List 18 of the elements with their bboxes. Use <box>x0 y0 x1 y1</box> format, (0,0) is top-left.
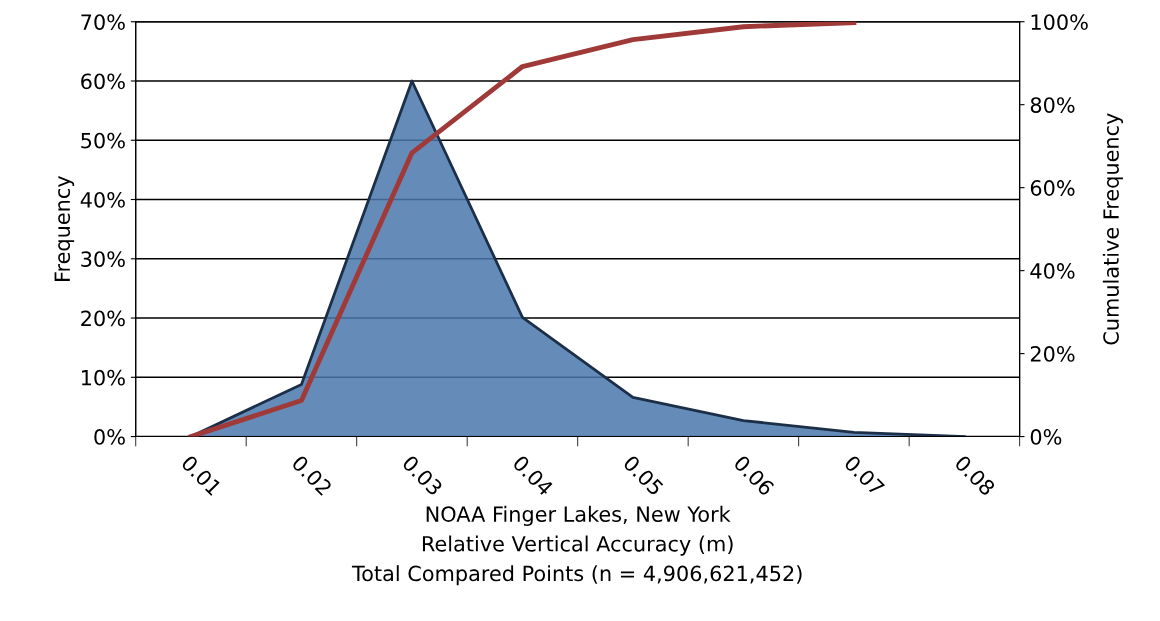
line-series <box>188 21 857 437</box>
y2-tick-label: 100% <box>1031 14 1088 30</box>
y2-axis-title: Cumulative Frequency <box>1102 113 1123 345</box>
y-tick-label: 0% <box>94 429 125 445</box>
x-axis-title: NOAA Finger Lakes, New York Relative Vertical Accuracy (m) Total Compared Points (n = 4,906,621,452) <box>351 505 802 586</box>
y2-tick-label: 60% <box>1030 180 1075 196</box>
y-tick-label: 70% <box>81 14 125 30</box>
y2-tick-label: 80% <box>1030 97 1075 113</box>
y-tick-label: 60% <box>81 73 125 90</box>
y-tick-label: 30% <box>81 251 125 267</box>
y-tick-label: 20% <box>81 310 125 327</box>
y-tick-label: 50% <box>81 132 125 149</box>
y2-tick-label: 40% <box>1030 263 1075 279</box>
y-tick-label: 10% <box>81 369 125 386</box>
y2-tick-label: 0% <box>1030 429 1062 445</box>
y-tick-label: 40% <box>80 191 125 208</box>
y-axis-title: Frequency <box>54 175 75 281</box>
y2-tick-label: 20% <box>1030 346 1075 362</box>
